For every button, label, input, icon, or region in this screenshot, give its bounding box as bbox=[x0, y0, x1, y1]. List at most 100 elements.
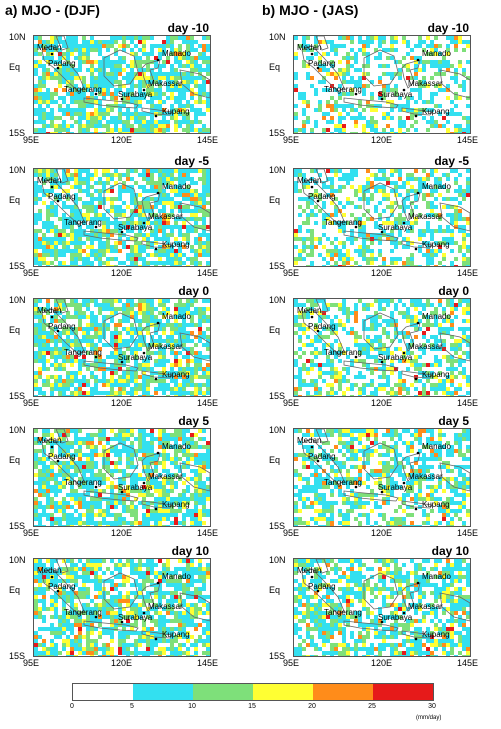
rainfall-cell bbox=[126, 371, 130, 375]
rainfall-cell bbox=[174, 635, 178, 639]
coastline bbox=[103, 572, 139, 610]
city-label: Tangerang bbox=[64, 478, 102, 487]
rainfall-cell bbox=[178, 611, 182, 615]
rainfall-cell bbox=[66, 189, 70, 193]
rainfall-cell bbox=[342, 213, 346, 217]
rainfall-map: MedanPadangTangerangSurabayaMakassarMana… bbox=[34, 299, 210, 396]
rainfall-cell bbox=[370, 36, 374, 40]
city-marker bbox=[94, 355, 98, 359]
rainfall-cell bbox=[142, 343, 146, 347]
rainfall-cell bbox=[46, 229, 50, 233]
rainfall-cell bbox=[158, 173, 162, 177]
rainfall-cell bbox=[98, 497, 102, 501]
city-marker bbox=[56, 459, 60, 463]
rainfall-cell bbox=[90, 237, 94, 241]
rainfall-cell bbox=[182, 92, 186, 96]
rainfall-cell bbox=[146, 383, 150, 387]
rainfall-cell bbox=[154, 169, 158, 173]
rainfall-cell bbox=[182, 433, 186, 437]
rainfall-cell bbox=[202, 241, 206, 245]
rainfall-cell bbox=[82, 327, 86, 331]
rainfall-cell bbox=[46, 379, 50, 383]
rainfall-cell bbox=[142, 525, 146, 526]
rainfall-cell bbox=[54, 209, 58, 213]
latitude-label: 10N bbox=[9, 165, 26, 175]
rainfall-cell bbox=[54, 611, 58, 615]
rainfall-cell bbox=[170, 331, 174, 335]
rainfall-cell bbox=[70, 517, 74, 521]
rainfall-cell bbox=[162, 469, 166, 473]
rainfall-cell bbox=[386, 221, 390, 225]
rainfall-cell bbox=[166, 76, 170, 80]
rainfall-cell bbox=[170, 387, 174, 391]
city-label: Medan bbox=[297, 43, 321, 52]
rainfall-cell bbox=[70, 229, 74, 233]
rainfall-cell bbox=[34, 517, 38, 521]
coastline bbox=[141, 452, 161, 482]
rainfall-cell bbox=[102, 599, 106, 603]
rainfall-cell bbox=[150, 379, 154, 383]
rainfall-cell bbox=[50, 521, 54, 525]
longitude-label: 95E bbox=[23, 135, 40, 145]
rainfall-cell bbox=[162, 363, 166, 367]
rainfall-cell bbox=[130, 92, 134, 96]
rainfall-cell bbox=[410, 185, 414, 189]
rainfall-cell bbox=[182, 245, 186, 249]
rainfall-cell bbox=[118, 591, 122, 595]
rainfall-cell bbox=[194, 627, 198, 631]
coastline bbox=[41, 308, 85, 355]
rainfall-cell bbox=[374, 221, 378, 225]
rainfall-cell bbox=[78, 124, 82, 128]
rainfall-cell bbox=[54, 599, 58, 603]
rainfall-cell bbox=[186, 619, 190, 623]
rainfall-cell bbox=[82, 587, 86, 591]
rainfall-cell bbox=[170, 599, 174, 603]
rainfall-cell bbox=[54, 241, 58, 245]
rainfall-cell bbox=[154, 185, 158, 189]
rainfall-cell bbox=[294, 132, 298, 133]
rainfall-cell bbox=[194, 128, 198, 132]
rainfall-cell bbox=[178, 351, 182, 355]
rainfall-cell bbox=[38, 347, 42, 351]
rainfall-cell bbox=[78, 623, 82, 627]
rainfall-cell bbox=[150, 221, 154, 225]
rainfall-cell bbox=[106, 229, 110, 233]
rainfall-cell bbox=[194, 323, 198, 327]
rainfall-cell bbox=[322, 40, 326, 44]
rainfall-cell bbox=[394, 132, 398, 133]
rainfall-cell bbox=[146, 639, 150, 643]
rainfall-cell bbox=[50, 583, 54, 587]
rainfall-cell bbox=[146, 595, 150, 599]
rainfall-cell bbox=[198, 525, 202, 526]
rainfall-cell bbox=[54, 615, 58, 619]
rainfall-cell bbox=[182, 497, 186, 501]
rainfall-cell bbox=[346, 173, 350, 177]
rainfall-cell bbox=[190, 68, 194, 72]
rainfall-cell bbox=[166, 233, 170, 237]
rainfall-cell bbox=[366, 36, 370, 40]
rainfall-cell bbox=[202, 189, 206, 193]
rainfall-cell bbox=[178, 52, 182, 56]
rainfall-cell bbox=[166, 36, 170, 40]
rainfall-cell bbox=[38, 501, 42, 505]
rainfall-cell bbox=[86, 481, 90, 485]
rainfall-cell bbox=[306, 76, 310, 80]
rainfall-cell bbox=[62, 453, 66, 457]
rainfall-cell bbox=[378, 56, 382, 60]
rainfall-cell bbox=[102, 96, 106, 100]
rainfall-cell bbox=[178, 501, 182, 505]
rainfall-cell bbox=[118, 643, 122, 647]
rainfall-cell bbox=[54, 485, 58, 489]
rainfall-cell bbox=[114, 205, 118, 209]
rainfall-cell bbox=[450, 169, 454, 173]
rainfall-cell bbox=[174, 465, 178, 469]
rainfall-cell bbox=[66, 513, 70, 517]
rainfall-cell bbox=[406, 221, 410, 225]
rainfall-cell bbox=[362, 221, 366, 225]
rainfall-cell bbox=[150, 319, 154, 323]
rainfall-cell bbox=[334, 189, 338, 193]
rainfall-cell bbox=[194, 343, 198, 347]
rainfall-cell bbox=[186, 513, 190, 517]
rainfall-cell bbox=[314, 169, 318, 173]
rainfall-map: MedanPadangTangerangSurabayaMakassarMana… bbox=[34, 36, 210, 133]
